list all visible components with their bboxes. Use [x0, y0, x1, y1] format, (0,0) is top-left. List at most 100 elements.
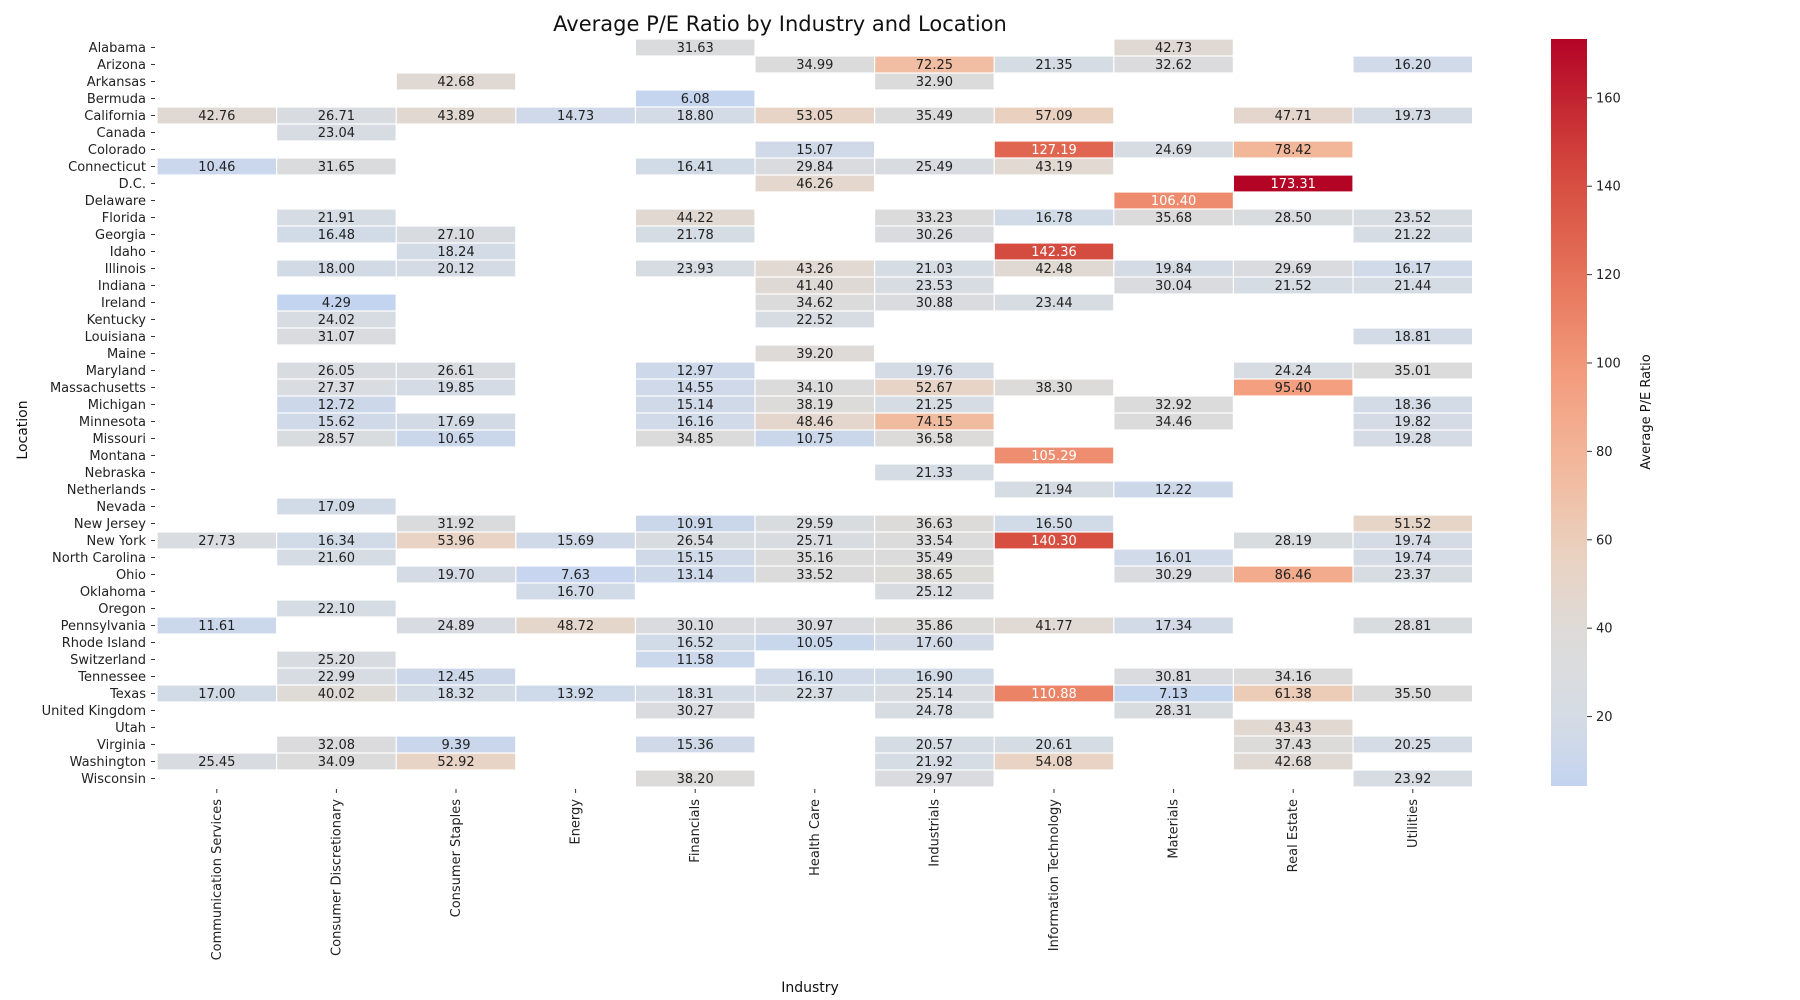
cell-value-label: 7.63 [561, 568, 590, 583]
x-tick-label-communication-services: Communication Services [210, 799, 225, 961]
heatmap-cell-tennessee-real-estate [1234, 668, 1353, 685]
cell-value-label: 30.10 [677, 619, 714, 634]
heatmap-cell-montana-information-technology [994, 447, 1114, 464]
heatmap-cell-washington-consumer-staples [396, 753, 516, 770]
heatmap-cell-michigan-industrials [875, 396, 994, 413]
heatmap-cell-ohio-materials [1114, 566, 1233, 583]
cell-value-label: 16.20 [1394, 58, 1431, 73]
heatmap-cell-florida-financials [636, 209, 755, 226]
cell-value-label: 47.71 [1275, 109, 1312, 124]
heatmap-cell-missouri-consumer-staples [396, 430, 516, 447]
cell-value-label: 28.81 [1394, 619, 1431, 634]
y-tick-label-florida: Florida [102, 211, 146, 226]
cell-value-label: 15.07 [796, 143, 833, 158]
cell-value-label: 28.31 [1155, 704, 1192, 719]
cell-value-label: 28.19 [1275, 534, 1312, 549]
heatmap-cell-ohio-industrials [875, 566, 994, 583]
cell-value-label: 28.57 [318, 432, 355, 447]
heatmap-cell-illinois-consumer-staples [396, 260, 516, 277]
heatmap-cell-rhode-island-industrials [875, 634, 994, 651]
y-tick-label-georgia: Georgia [95, 228, 146, 243]
heatmap-cell-california-communication-services [157, 107, 276, 124]
y-tick-label-alabama: Alabama [89, 41, 146, 56]
y-tick-label-north-carolina: North Carolina [52, 551, 146, 566]
heatmap-cell-arkansas-consumer-staples [396, 73, 516, 90]
y-tick-label-netherlands: Netherlands [67, 483, 146, 498]
colorbar-label: Average P/E Ratio [1639, 354, 1654, 470]
heatmap-cell-switzerland-consumer-discretionary [277, 651, 396, 668]
cell-value-label: 4.29 [322, 296, 351, 311]
y-tick-label-texas: Texas [109, 687, 146, 702]
heatmap-cell-oregon-consumer-discretionary [277, 600, 396, 617]
cell-value-label: 28.50 [1275, 211, 1312, 226]
cell-value-label: 42.68 [437, 75, 474, 90]
colorbar-tick-label: 120 [1596, 268, 1621, 283]
cell-value-label: 17.60 [916, 636, 953, 651]
heatmap-cell-switzerland-financials [636, 651, 755, 668]
cell-value-label: 34.62 [796, 296, 833, 311]
cell-value-label: 21.78 [677, 228, 714, 243]
heatmap-cell-canada-consumer-discretionary [277, 124, 396, 141]
heatmap-cell-colorado-health-care [755, 141, 874, 158]
cell-value-label: 10.91 [677, 517, 714, 532]
cell-value-label: 52.67 [916, 381, 953, 396]
heatmap-cell-missouri-consumer-discretionary [277, 430, 396, 447]
heatmap-cell-bermuda-financials [636, 90, 755, 107]
heatmap-cell-connecticut-consumer-discretionary [277, 158, 396, 175]
colorbar-tick-label: 140 [1596, 180, 1621, 195]
cell-value-label: 19.74 [1394, 534, 1431, 549]
cell-value-label: 17.69 [437, 415, 474, 430]
heatmap-cell-wisconsin-utilities [1353, 770, 1472, 787]
y-tick-label-d-c: D.C. [119, 177, 146, 192]
cell-value-label: 32.08 [318, 738, 355, 753]
cell-value-label: 32.62 [1155, 58, 1192, 73]
heatmap-cell-arizona-information-technology [994, 56, 1114, 73]
cell-value-label: 14.73 [557, 109, 594, 124]
cell-value-label: 33.52 [796, 568, 833, 583]
heatmap-cell-maine-health-care [755, 345, 874, 362]
cell-value-label: 23.44 [1035, 296, 1072, 311]
heatmap-cell-minnesota-industrials [875, 413, 994, 430]
y-tick-label-maryland: Maryland [86, 364, 146, 379]
cell-value-label: 17.34 [1155, 619, 1192, 634]
heatmap-cell-illinois-utilities [1353, 260, 1472, 277]
heatmap-cell-missouri-industrials [875, 430, 994, 447]
cell-value-label: 26.61 [437, 364, 474, 379]
cell-value-label: 33.54 [916, 534, 953, 549]
cell-value-label: 95.40 [1275, 381, 1312, 396]
heatmap-cell-rhode-island-financials [636, 634, 755, 651]
y-tick-label-virginia: Virginia [97, 738, 146, 753]
cell-value-label: 38.30 [1035, 381, 1072, 396]
cell-value-label: 21.33 [916, 466, 953, 481]
heatmap-cell-florida-utilities [1353, 209, 1472, 226]
cell-value-label: 29.59 [796, 517, 833, 532]
y-tick-label-missouri: Missouri [92, 432, 146, 447]
cell-value-label: 39.20 [796, 347, 833, 362]
cell-value-label: 19.28 [1394, 432, 1431, 447]
heatmap-cell-michigan-health-care [755, 396, 874, 413]
x-tick-label-consumer-staples: Consumer Staples [449, 799, 464, 918]
y-tick-label-washington: Washington [70, 755, 146, 770]
heatmap-cell-pennsylvania-industrials [875, 617, 994, 634]
heatmap-cell-new-jersey-health-care [755, 515, 874, 532]
cell-value-label: 18.32 [437, 687, 474, 702]
heatmap-cell-texas-real-estate [1234, 685, 1353, 702]
heatmap-cell-indiana-health-care [755, 277, 874, 294]
cell-value-label: 19.74 [1394, 551, 1431, 566]
heatmap-cell-texas-health-care [755, 685, 874, 702]
heatmap-cell-north-carolina-industrials [875, 549, 994, 566]
heatmap-cell-wisconsin-industrials [875, 770, 994, 787]
heatmap-cell-united-kingdom-financials [636, 702, 755, 719]
cell-value-label: 31.92 [437, 517, 474, 532]
heatmap-cells [157, 39, 1472, 787]
y-tick-label-ireland: Ireland [101, 296, 146, 311]
cell-value-label: 54.08 [1035, 755, 1072, 770]
cell-value-label: 31.63 [677, 41, 714, 56]
heatmap-cell-connecticut-industrials [875, 158, 994, 175]
cell-value-label: 24.24 [1275, 364, 1312, 379]
heatmap-cell-tennessee-industrials [875, 668, 994, 685]
heatmap-cell-tennessee-health-care [755, 668, 874, 685]
heatmap-cell-georgia-consumer-discretionary [277, 226, 396, 243]
heatmap-cell-california-real-estate [1234, 107, 1353, 124]
